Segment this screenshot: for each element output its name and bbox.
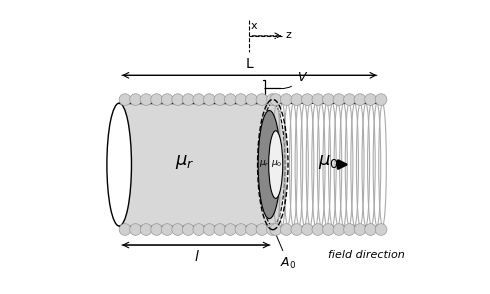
Circle shape: [182, 224, 194, 235]
Text: z: z: [286, 30, 292, 40]
Circle shape: [365, 224, 376, 235]
Circle shape: [203, 94, 215, 106]
Text: L: L: [245, 57, 253, 71]
Circle shape: [343, 94, 355, 106]
Circle shape: [354, 94, 366, 106]
Circle shape: [280, 224, 292, 235]
Circle shape: [270, 224, 282, 235]
Circle shape: [119, 94, 131, 106]
Circle shape: [301, 224, 313, 235]
Circle shape: [140, 94, 152, 106]
Circle shape: [267, 224, 278, 235]
Circle shape: [256, 94, 268, 106]
Text: $\mu_r$: $\mu_r$: [175, 153, 195, 171]
Circle shape: [343, 224, 355, 235]
Circle shape: [291, 94, 303, 106]
Circle shape: [130, 224, 142, 235]
Circle shape: [256, 224, 268, 235]
Circle shape: [365, 94, 376, 106]
Circle shape: [322, 94, 334, 106]
Text: $\mu_0$: $\mu_0$: [270, 158, 282, 168]
Ellipse shape: [269, 131, 283, 198]
Circle shape: [119, 224, 131, 235]
Circle shape: [161, 224, 173, 235]
Text: $A_0$: $A_0$: [275, 233, 296, 271]
Circle shape: [182, 94, 194, 106]
Circle shape: [354, 224, 366, 235]
Circle shape: [161, 94, 173, 106]
Circle shape: [193, 224, 205, 235]
Circle shape: [312, 94, 324, 106]
Circle shape: [235, 94, 247, 106]
Circle shape: [214, 224, 226, 235]
Ellipse shape: [107, 103, 131, 226]
Circle shape: [203, 224, 215, 235]
Circle shape: [333, 224, 345, 235]
Ellipse shape: [258, 111, 280, 219]
Circle shape: [245, 224, 257, 235]
Circle shape: [301, 94, 313, 106]
Circle shape: [140, 224, 152, 235]
Circle shape: [291, 224, 303, 235]
Bar: [273, 103, 383, 226]
Circle shape: [235, 224, 247, 235]
Circle shape: [172, 224, 184, 235]
Circle shape: [172, 94, 184, 106]
Circle shape: [245, 94, 257, 106]
Text: $\mu_r$: $\mu_r$: [259, 158, 270, 168]
Circle shape: [130, 94, 142, 106]
Text: field direction: field direction: [328, 250, 405, 260]
Circle shape: [375, 224, 387, 235]
Circle shape: [193, 94, 205, 106]
Circle shape: [151, 224, 163, 235]
Text: V: V: [281, 71, 305, 88]
Circle shape: [333, 94, 345, 106]
Circle shape: [322, 224, 334, 235]
Bar: [119, 103, 273, 226]
Text: x: x: [251, 21, 257, 31]
Circle shape: [375, 94, 387, 106]
Circle shape: [270, 94, 282, 106]
Text: $\mu_0$: $\mu_0$: [318, 153, 339, 171]
Circle shape: [224, 94, 236, 106]
Circle shape: [312, 224, 324, 235]
Circle shape: [151, 94, 163, 106]
Circle shape: [280, 94, 292, 106]
Circle shape: [224, 224, 236, 235]
Circle shape: [214, 94, 226, 106]
Text: l: l: [194, 250, 198, 264]
Ellipse shape: [261, 103, 285, 226]
Circle shape: [267, 94, 278, 106]
